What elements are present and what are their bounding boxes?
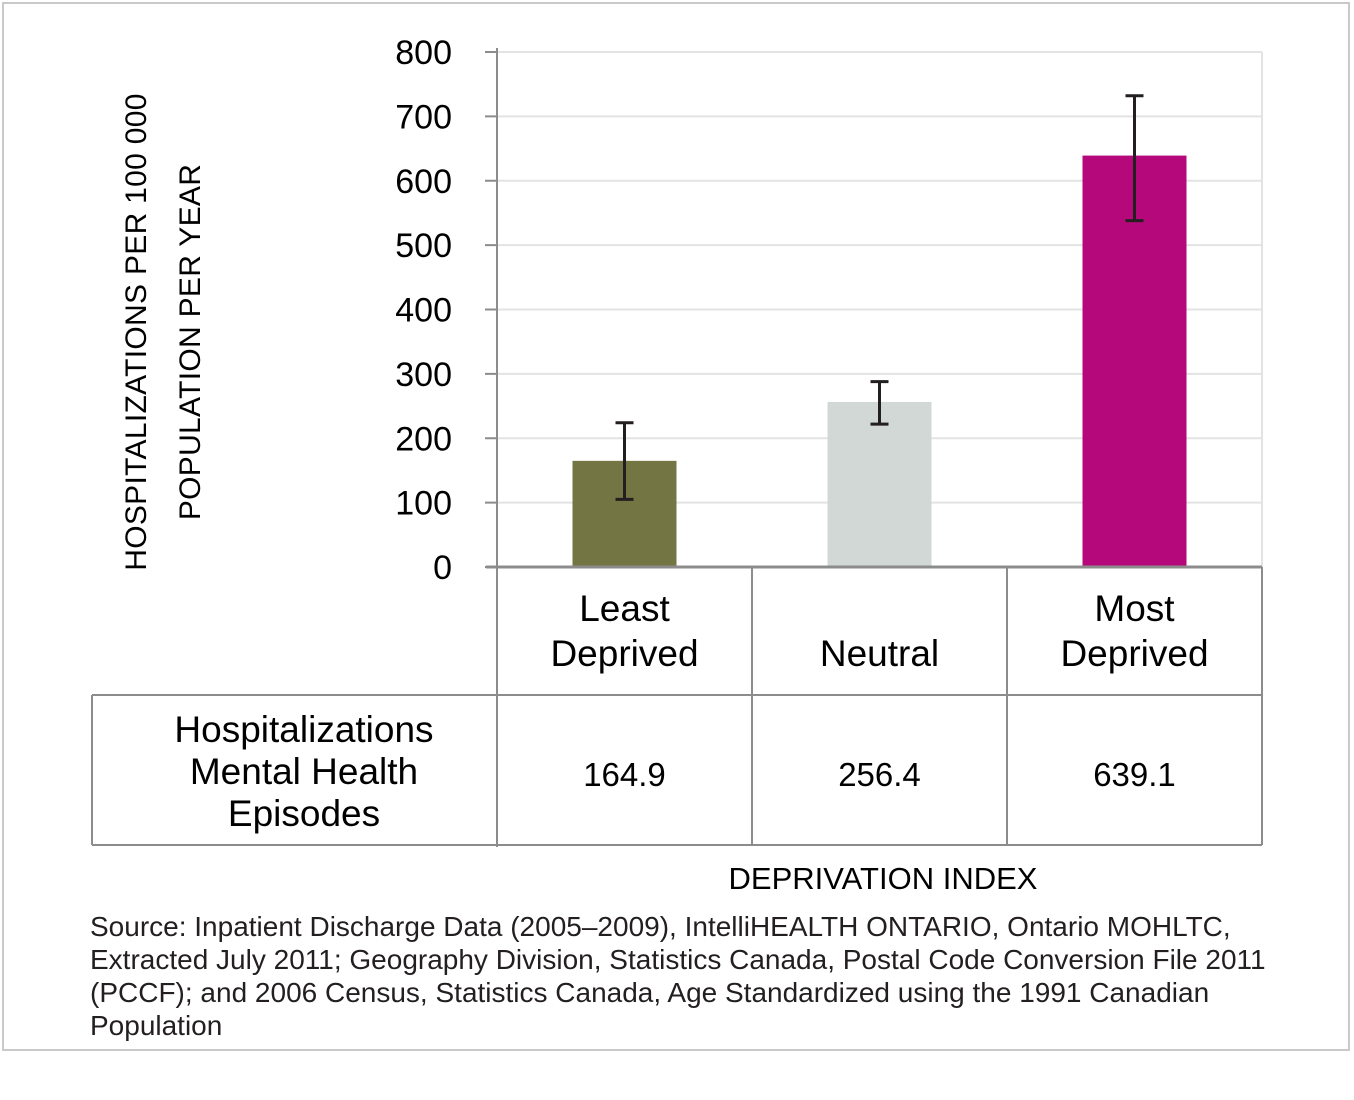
bars — [572, 155, 1187, 567]
y-tick-labels: 0 100 200 300 400 500 600 700 800 — [395, 34, 452, 587]
axes — [485, 48, 1262, 847]
category-label-line: Least — [579, 588, 670, 629]
y-tick-label: 300 — [395, 356, 452, 394]
y-tick-label: 400 — [395, 292, 452, 330]
bar — [827, 401, 932, 567]
category-label: Most Deprived — [1060, 588, 1208, 674]
y-tick-label: 100 — [395, 485, 452, 523]
table-row-label-line: Hospitalizations — [174, 709, 433, 750]
y-axis-title-line-1: HOSPITALIZATIONS PER 100 000 — [120, 93, 153, 570]
y-tick-label: 700 — [395, 98, 452, 136]
table-row-label-line: Episodes — [228, 793, 380, 834]
x-axis-title: DEPRIVATION INDEX — [729, 861, 1038, 896]
category-label-line: Neutral — [820, 633, 939, 674]
error-bars — [615, 94, 1144, 501]
category-label-line: Most — [1094, 588, 1175, 629]
table-value-cell: 256.4 — [838, 756, 921, 793]
category-label: Neutral — [820, 633, 939, 674]
bar — [1082, 155, 1187, 567]
y-tick-label: 200 — [395, 420, 452, 458]
table-value-cell: 639.1 — [1093, 756, 1176, 793]
source-note: Source: Inpatient Discharge Data (2005–2… — [90, 911, 1266, 1041]
y-axis-title-line-2: POPULATION PER YEAR — [174, 164, 207, 520]
category-label-line: Deprived — [550, 633, 698, 674]
y-tick-label: 500 — [395, 227, 452, 265]
table-value-cell: 164.9 — [583, 756, 666, 793]
y-tick-label: 800 — [395, 34, 452, 72]
category-label-line: Deprived — [1060, 633, 1208, 674]
y-tick-label: 600 — [395, 163, 452, 201]
table-row-label: Hospitalizations Mental Health Episodes — [174, 709, 433, 834]
category-label: Least Deprived — [550, 588, 698, 674]
chart-frame — [2, 2, 1350, 1051]
table-row-label-line: Mental Health — [190, 751, 418, 792]
y-tick-label: 0 — [433, 549, 452, 587]
y-axis-title: HOSPITALIZATIONS PER 100 000 POPULATION … — [120, 93, 207, 570]
